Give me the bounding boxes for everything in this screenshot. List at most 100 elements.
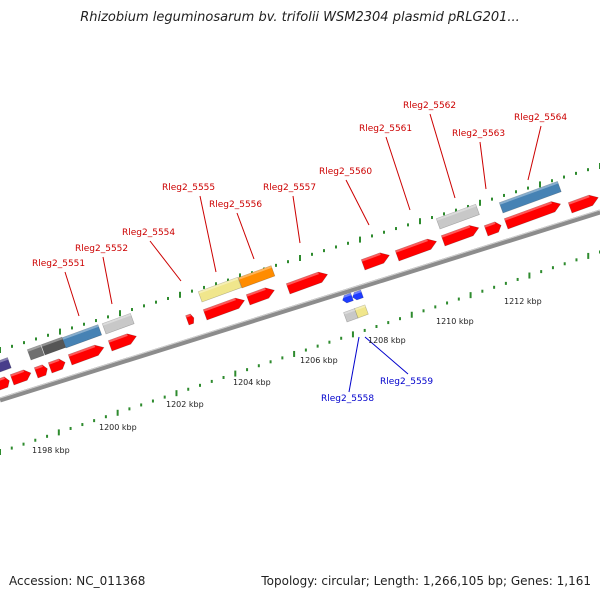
forward-gene-7-shape xyxy=(245,287,275,306)
leader-line xyxy=(429,113,456,199)
reverse-gene-blue-0 xyxy=(341,292,354,304)
gene-label-rleg2_5560: Rleg2_5560 xyxy=(319,167,372,177)
forward-gene-3 xyxy=(47,358,66,374)
forward-gene-5-shine xyxy=(108,333,128,343)
gene-label-rleg2_5554: Rleg2_5554 xyxy=(122,228,175,238)
gene-label-rleg2_5563: Rleg2_5563 xyxy=(452,129,505,139)
reverse-gene-blue-1 xyxy=(351,289,364,301)
gene-label-rleg2_5556: Rleg2_5556 xyxy=(209,200,262,210)
forward-gene-12-shape xyxy=(483,221,502,237)
kbp-label: 1206 kbp xyxy=(300,356,338,365)
leader-line xyxy=(479,141,487,190)
gene-label-rleg2_5561: Rleg2_5561 xyxy=(359,124,412,134)
forward-gene-5 xyxy=(107,333,137,352)
upper-gene-8-shape xyxy=(498,181,562,214)
forward-gene-8 xyxy=(285,271,329,295)
forward-gene-13-shine xyxy=(504,201,552,221)
forward-gene-11 xyxy=(440,225,480,247)
leader-line xyxy=(292,195,301,244)
gene-track xyxy=(0,181,599,391)
gene-label-rleg2_5564: Rleg2_5564 xyxy=(514,113,567,123)
upper-gene-0 xyxy=(0,357,12,373)
leader-line xyxy=(102,256,113,305)
forward-gene-2-shape xyxy=(33,364,48,379)
forward-gene-9 xyxy=(360,252,390,271)
leader-line xyxy=(348,336,360,393)
forward-gene-1-shape xyxy=(9,369,32,386)
sequence-backbone xyxy=(0,209,600,403)
backbone-highlight xyxy=(0,209,600,399)
upper-gene-3 xyxy=(61,324,103,349)
leader-line xyxy=(64,271,80,317)
forward-gene-4-shape xyxy=(67,344,105,366)
reverse-gene-blue-0-shape xyxy=(342,292,354,304)
upper-gene-7-shape xyxy=(435,203,480,230)
upper-gene-7-shine xyxy=(436,204,477,221)
forward-gene-fragment xyxy=(185,313,195,326)
forward-gene-fragment-shine xyxy=(185,313,191,318)
forward-gene-5-shape xyxy=(107,333,137,352)
forward-gene-8-shape xyxy=(285,271,329,295)
upper-gene-8-shine xyxy=(499,181,559,205)
upper-gene-0-shape xyxy=(0,357,12,373)
upper-gene-5-shine xyxy=(198,277,239,294)
kbp-labels: 1198 kbp 1200 kbp 1202 kbp 1204 kbp 1206 kbp… xyxy=(32,297,542,455)
forward-gene-0 xyxy=(0,376,10,391)
upper-gene-5-shape xyxy=(197,276,242,303)
upper-gene-4-shine xyxy=(102,313,132,326)
upper-gene-0-shine xyxy=(0,357,9,364)
leader-line xyxy=(385,136,411,211)
reverse-gene-blue-0-shine xyxy=(341,293,352,299)
forward-gene-1 xyxy=(9,369,32,386)
reverse-gene-khaki xyxy=(354,304,369,319)
leader-line xyxy=(199,195,217,273)
forward-gene-9-shine xyxy=(361,252,381,262)
gene-label-rleg2_5552: Rleg2_5552 xyxy=(75,244,128,254)
forward-gene-2 xyxy=(33,364,48,379)
forward-gene-4 xyxy=(67,344,105,366)
kbp-label: 1202 kbp xyxy=(166,400,204,409)
forward-gene-13 xyxy=(503,201,562,230)
reverse-gene-blue-1-shape xyxy=(352,289,364,301)
gene-label-rleg2_5562: Rleg2_5562 xyxy=(403,101,456,111)
upper-gene-4-shape xyxy=(101,312,135,335)
upper-gene-7 xyxy=(435,203,480,230)
upper-gene-6-shape xyxy=(237,265,276,289)
kbp-label: 1204 kbp xyxy=(233,378,271,387)
upper-gene-5 xyxy=(197,276,242,303)
leader-line xyxy=(236,212,255,260)
forward-gene-7 xyxy=(245,287,275,306)
forward-gene-3-shine xyxy=(48,358,60,365)
forward-gene-10-shape xyxy=(394,238,438,262)
upper-gene-1-shine xyxy=(27,344,42,352)
leader-line xyxy=(149,240,182,282)
forward-gene-6-shape xyxy=(202,297,246,321)
kbp-label: 1200 kbp xyxy=(99,423,137,432)
upper-gene-6-shine xyxy=(238,265,272,280)
leader-line xyxy=(527,125,542,181)
kbp-label: 1212 kbp xyxy=(504,297,542,306)
upper-gene-8 xyxy=(498,181,562,214)
upper-gene-4 xyxy=(101,312,135,335)
upper-gene-3-shape xyxy=(61,324,103,349)
reverse-gene-blue-1-shine xyxy=(351,290,362,296)
reverse-gene-khaki-shine xyxy=(354,304,366,311)
forward-gene-12-shine xyxy=(484,221,496,228)
backbone-line xyxy=(0,209,600,403)
forward-gene-14-shape xyxy=(567,194,599,214)
reverse-gene-gray-shine xyxy=(343,308,356,315)
forward-gene-0-shape xyxy=(0,376,10,391)
upper-gene-1-shape xyxy=(26,344,45,361)
forward-gene-12 xyxy=(483,221,502,237)
forward-gene-0-shine xyxy=(0,376,5,382)
gene-label-rleg2_5559: Rleg2_5559 xyxy=(380,377,433,387)
gene-labels: Rleg2_5551 Rleg2_5552 Rleg2_5554 Rleg2_5555… xyxy=(32,101,567,404)
genome-summary: Topology: circular; Length: 1,266,105 bp… xyxy=(261,574,591,588)
forward-gene-fragment-shape xyxy=(185,313,195,326)
leader-line xyxy=(345,179,370,226)
forward-gene-6 xyxy=(202,297,246,321)
kbp-label: 1198 kbp xyxy=(32,446,70,455)
forward-gene-14 xyxy=(567,194,599,214)
forward-gene-11-shine xyxy=(441,225,471,238)
